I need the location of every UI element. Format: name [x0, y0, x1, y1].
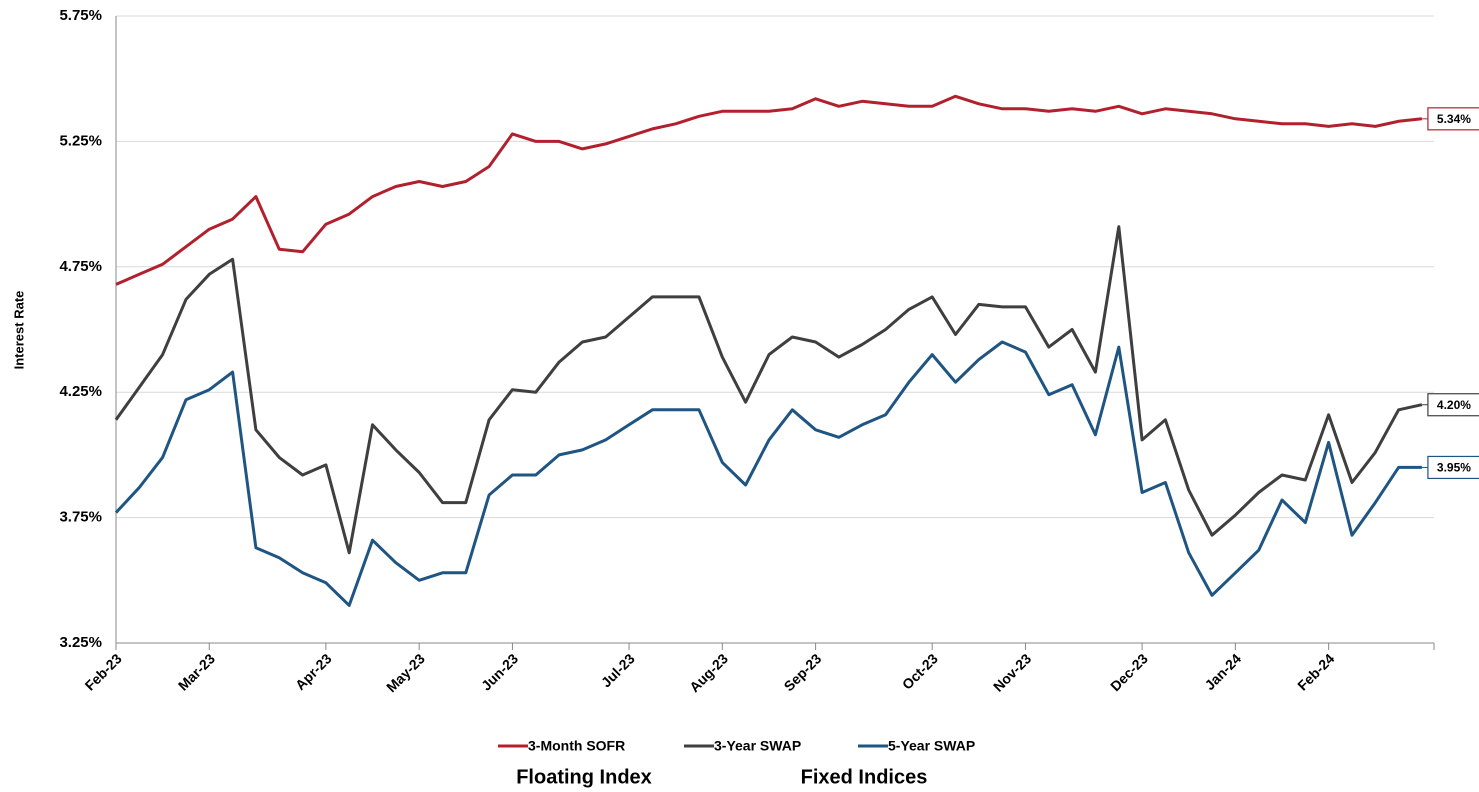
y-tick-label: 4.25% — [59, 383, 102, 400]
x-tick-label: Oct-23 — [899, 650, 941, 692]
legend-label: 3-Month SOFR — [528, 738, 625, 754]
annotation: Floating Index — [516, 766, 652, 788]
value-label: 3.95% — [1437, 461, 1471, 475]
series-line — [114, 225, 1423, 555]
x-tick-label: Aug-23 — [686, 650, 731, 695]
y-tick-label: 5.75% — [59, 7, 102, 24]
x-tick-label: Mar-23 — [175, 650, 218, 693]
x-tick-label: Feb-24 — [1294, 650, 1337, 693]
y-tick-label: 3.75% — [59, 509, 102, 526]
value-label-box — [1427, 455, 1479, 480]
value-label: 5.34% — [1437, 112, 1471, 126]
series-line — [114, 340, 1422, 607]
y-tick-label: 4.75% — [59, 258, 102, 275]
x-tick-label: Dec-23 — [1107, 650, 1151, 694]
legend-label: 3-Year SWAP — [714, 738, 801, 754]
value-label-box — [1427, 107, 1479, 131]
legend-label: 5-Year SWAP — [888, 738, 975, 754]
x-tick-label: May-23 — [383, 650, 428, 695]
x-tick-label: Jul-23 — [598, 650, 638, 690]
x-tick-label: Sep-23 — [781, 650, 825, 694]
x-tick-label: Apr-23 — [292, 650, 335, 693]
y-tick-label: 3.25% — [59, 634, 102, 651]
series-line — [115, 94, 1423, 286]
x-tick-label: Jun-23 — [478, 650, 521, 693]
x-tick-label: Feb-23 — [82, 650, 125, 693]
y-tick-label: 5.25% — [59, 132, 102, 149]
x-tick-label: Nov-23 — [990, 650, 1034, 694]
x-tick-label: Jan-24 — [1201, 650, 1244, 693]
value-label: 4.20% — [1437, 398, 1471, 412]
value-label-box — [1427, 393, 1479, 417]
annotation: Fixed Indices — [801, 766, 928, 788]
y-axis-label: Interest Rate — [11, 291, 26, 370]
